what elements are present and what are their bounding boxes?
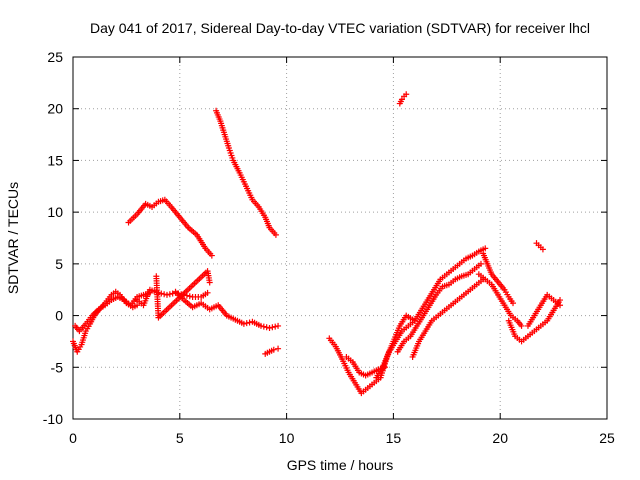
data-point [482, 245, 489, 252]
x-tick-labels: 0 5 10 15 20 25 [69, 430, 615, 446]
x-tick-label: 15 [386, 430, 402, 446]
series-arc-p [524, 291, 564, 329]
series-arc-f [172, 288, 282, 331]
data-point [263, 324, 270, 331]
series-arc-j [373, 245, 489, 381]
series-arc-h [326, 312, 418, 397]
x-axis-label: GPS time / hours [287, 457, 394, 473]
data-point [518, 322, 525, 329]
data-point [260, 323, 267, 330]
series-arc-b [72, 289, 153, 335]
y-tick-label: -5 [51, 359, 64, 375]
data-marks [70, 91, 564, 397]
x-tick-label: 5 [176, 430, 184, 446]
series-arc-l [409, 276, 487, 360]
data-point [158, 290, 165, 297]
y-tick-label: 15 [47, 152, 63, 168]
y-tick-label: -10 [43, 411, 63, 427]
series-arc-a [70, 288, 141, 355]
y-tick-label: 10 [47, 204, 63, 220]
series-arc-i [343, 353, 388, 379]
data-point [208, 252, 215, 259]
y-tick-label: 0 [55, 308, 63, 324]
series-arc-n [475, 271, 525, 329]
data-point [257, 322, 264, 329]
data-point [557, 302, 564, 309]
data-point [272, 231, 279, 238]
data-point [243, 320, 250, 327]
series-arc-m [480, 250, 517, 307]
data-point [557, 297, 564, 304]
data-point [270, 346, 277, 353]
data-point [510, 300, 517, 307]
data-point [134, 302, 141, 309]
data-point [269, 324, 276, 331]
x-tick-label: 25 [599, 430, 615, 446]
data-point [477, 260, 484, 267]
series-spikes [153, 268, 213, 321]
series-arc-q [396, 91, 410, 107]
data-point [539, 246, 546, 253]
data-point [204, 289, 211, 296]
series-arc-k [394, 260, 484, 355]
data-point [161, 291, 168, 298]
plot-frame [72, 56, 608, 420]
y-tick-labels: -10 -5 0 5 10 15 20 25 [43, 49, 63, 427]
series-arc-e [213, 107, 279, 238]
x-tick-label: 10 [279, 430, 295, 446]
data-point [275, 322, 282, 329]
series-arc-d [125, 196, 215, 259]
data-point [398, 96, 405, 103]
data-point [272, 323, 279, 330]
axis-ticks [72, 56, 608, 420]
data-point [275, 345, 282, 352]
data-point [206, 279, 213, 286]
data-point [166, 291, 173, 298]
y-tick-label: 20 [47, 101, 63, 117]
series-arc-r [533, 240, 546, 253]
data-point [403, 91, 410, 98]
y-tick-label: 25 [47, 49, 63, 65]
grid [73, 57, 607, 419]
data-point [240, 320, 247, 327]
y-tick-label: 5 [55, 256, 63, 272]
chart-title: Day 041 of 2017, Sidereal Day-to-day VTE… [90, 20, 590, 36]
y-axis-label: SDTVAR / TECUs [5, 182, 21, 294]
x-tick-label: 20 [492, 430, 508, 446]
data-point [266, 324, 273, 331]
x-tick-label: 0 [69, 430, 77, 446]
data-point [186, 293, 193, 300]
data-point [163, 291, 170, 298]
series-arc-g [262, 345, 282, 357]
